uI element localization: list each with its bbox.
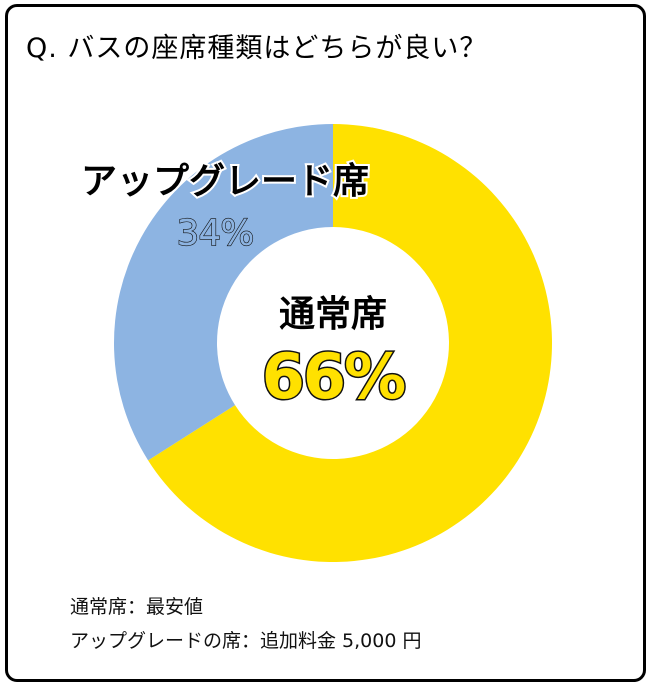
value-label-0: 66%	[262, 340, 405, 413]
note-upgrade-seat: アップグレードの席：追加料金 5,000 円	[70, 630, 422, 652]
donut-slice-0	[148, 124, 553, 562]
value-label-1: 34%	[176, 213, 253, 254]
question-title: Q. バスの座席種類はどちらが良い？	[26, 33, 488, 64]
note-regular-seat: 通常席：最安値	[70, 596, 204, 618]
category-label-0: 通常席	[279, 294, 387, 335]
donut-slice-1	[113, 124, 334, 461]
notes: 通常席：最安値 アップグレードの席：追加料金 5,000 円	[70, 590, 421, 658]
category-label-1: アップグレード席	[81, 161, 369, 202]
